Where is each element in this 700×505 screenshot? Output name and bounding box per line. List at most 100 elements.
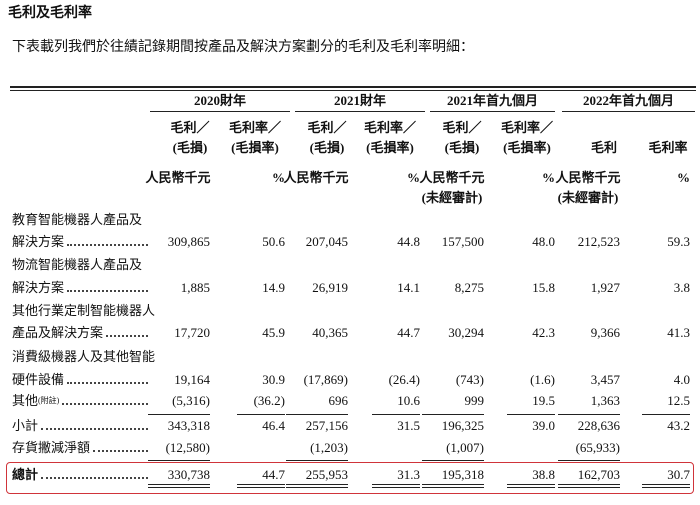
cell-value: 17,720 [174,325,210,340]
leader-dots [41,477,148,479]
rule-line [507,484,555,485]
row-label: 小計 [12,418,150,434]
cell-value: 257,156 [305,418,348,433]
cell-value: 30.7 [667,467,690,482]
row-label-text: 其他 [12,393,39,408]
cell-value: (17,869) [303,372,348,387]
rule-line [422,460,484,461]
leader-dots [67,382,148,384]
cell-value: 30,294 [448,325,484,340]
cell-value: 41.3 [667,325,690,340]
row-label: 解決方案 [12,234,150,250]
cell-value: 39.0 [532,418,555,433]
total-highlight [6,462,694,494]
rule-line [295,111,425,112]
row-label: 解決方案 [12,280,150,296]
cell-value: 38.8 [532,467,555,482]
column-header: 毛利／ [307,120,347,135]
rule-line [148,487,210,488]
leader-dots [62,403,148,405]
cell-value: 48.0 [532,234,555,249]
row-label: 其他行業定制智能機器人 [12,303,156,318]
cell-value: 1,927 [590,280,620,295]
cell-value: (5,316) [172,393,210,408]
cell-value: 14.1 [397,280,420,295]
cell-value: (1,203) [310,440,348,455]
cell-value: 30.9 [262,372,285,387]
cell-value: (65,933) [575,440,620,455]
leader-dots [67,244,148,246]
column-header: (毛損率) [231,140,279,155]
rule-line [507,414,555,415]
unit: 人民幣千元 [283,170,349,185]
rule-line [422,487,484,488]
cell-value: 3.8 [673,280,690,295]
rule-line [642,414,690,415]
cell-value: 4.0 [673,372,690,387]
row-label: 產品及解決方案 [12,325,150,341]
row-label: 消費級機器人及其他智能 [12,349,156,364]
cell-value: 44.7 [397,325,420,340]
column-header: (毛損) [444,140,480,155]
leader-dots [67,290,148,292]
column-header: 毛利率／ [363,120,417,135]
group-header: 2021年首九個月 [446,93,539,108]
cell-value: 196,325 [441,418,484,433]
column-header: 毛利 [590,140,618,155]
unit: (未經審計) [557,190,619,205]
rule-line [148,414,210,415]
unit: 人民幣千元 [145,170,211,185]
cell-value: 9,366 [590,325,620,340]
cell-value: 330,738 [167,467,210,482]
rule-line [148,484,210,485]
rule-line [558,484,620,485]
column-header: 毛利率／ [228,120,282,135]
rule-line [150,111,290,112]
cell-value: 696 [328,393,349,408]
unit: (未經審計) [421,190,483,205]
row-label: 教育智能機器人產品及 [12,212,143,227]
cell-value: 12.5 [667,393,690,408]
leader-dots [106,335,148,337]
rule-line [148,460,210,461]
unit: 人民幣千元 [419,170,485,185]
column-header: 毛利／ [442,120,482,135]
row-label: 其他 (附註) [12,393,150,409]
group-header: 2020財年 [193,93,247,108]
rule-line [237,487,285,488]
rule-line [642,484,690,485]
cell-value: 14.9 [262,280,285,295]
cell-value: 255,953 [305,467,348,482]
column-header: (毛損率) [366,140,414,155]
row-label: 總計 [12,467,150,483]
cell-value: 50.6 [262,234,285,249]
row-label: 存貨撇減淨額 [12,440,150,456]
cell-value: 195,318 [441,467,484,482]
rule-line [430,111,555,112]
cell-value: (1.6) [530,372,555,387]
rule-line [562,111,695,112]
section-title: 毛利及毛利率 [8,6,92,21]
leader-dots [41,428,148,430]
column-header: 毛利／ [170,120,210,135]
cell-value: 26,919 [312,280,348,295]
cell-value: 157,500 [441,234,484,249]
cell-value: 59.3 [667,234,690,249]
rule-line [286,487,348,488]
rule-line [372,414,420,415]
cell-value: 19,164 [174,372,210,387]
cell-value: 212,523 [577,234,620,249]
cell-value: 309,865 [167,234,210,249]
cell-value: 228,636 [577,418,620,433]
unit: % [407,170,420,185]
row-label-text: 解決方案 [12,280,65,295]
rule-line [372,487,420,488]
cell-value: 1,885 [180,280,210,295]
cell-value: 343,318 [167,418,210,433]
cell-value: 162,703 [577,467,620,482]
row-label-text: 存貨撇減淨額 [12,440,91,455]
unit: % [272,170,285,185]
cell-value: 44.7 [262,467,285,482]
top-rule [10,90,696,91]
